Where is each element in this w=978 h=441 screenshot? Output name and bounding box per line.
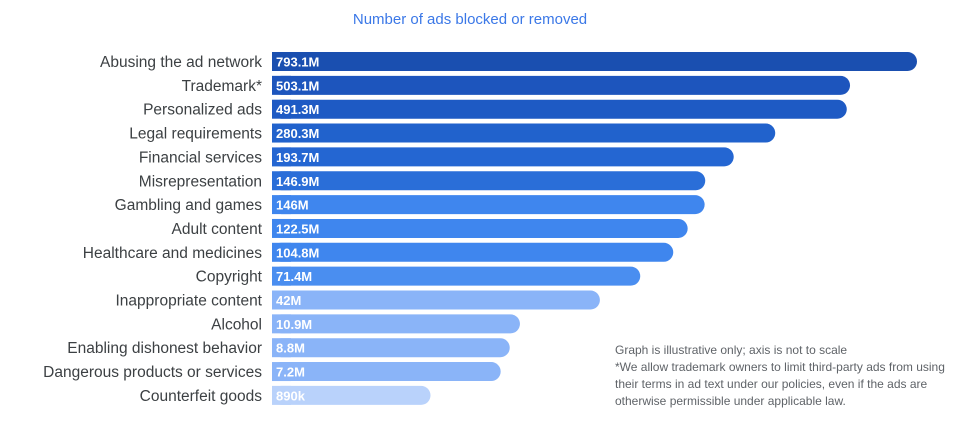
bar-left-edge (272, 338, 291, 358)
bar (272, 242, 674, 262)
bar (272, 171, 706, 191)
chart-title: Number of ads blocked or removed (353, 11, 587, 28)
bar (272, 195, 705, 215)
bar (272, 147, 734, 167)
chart-notes: Graph is illustrative only; axis is not … (615, 342, 960, 410)
category-label: Enabling dishonest behavior (67, 340, 262, 357)
value-label: 122.5M (276, 221, 319, 236)
category-label: Misrepresentation (139, 173, 262, 190)
bar-left-edge (272, 385, 291, 405)
bar (272, 290, 600, 310)
category-label: Healthcare and medicines (83, 245, 262, 262)
value-label: 104.8M (276, 245, 319, 260)
bar-left-edge (272, 99, 291, 119)
category-label: Counterfeit goods (140, 388, 263, 405)
value-label: 146M (276, 198, 309, 213)
bar-left-edge (272, 75, 291, 95)
value-label: 42M (276, 293, 301, 308)
bar (272, 218, 688, 238)
scale-note: Graph is illustrative only; axis is not … (615, 343, 848, 357)
bar-left-edge (272, 362, 291, 382)
category-label: Trademark* (182, 78, 262, 95)
bar-left-edge (272, 266, 291, 286)
bar (272, 123, 776, 143)
bar (272, 338, 510, 358)
category-label: Dangerous products or services (43, 364, 262, 381)
value-label: 890k (276, 388, 306, 403)
value-label: 280.3M (276, 126, 319, 141)
value-label: 491.3M (276, 102, 319, 117)
category-label: Personalized ads (143, 102, 262, 119)
value-label: 8.8M (276, 341, 305, 356)
bar (272, 99, 847, 119)
bar (272, 52, 917, 71)
category-label: Inappropriate content (116, 293, 263, 310)
bar-left-edge (272, 52, 291, 71)
bar-left-edge (272, 290, 291, 310)
bar (272, 75, 851, 95)
value-label: 71.4M (276, 269, 312, 284)
bar-left-edge (272, 314, 291, 334)
category-label: Gambling and games (115, 197, 263, 214)
value-label: 503.1M (276, 78, 319, 93)
bar-left-edge (272, 171, 291, 191)
category-label: Legal requirements (129, 126, 262, 143)
value-label: 7.2M (276, 365, 305, 380)
category-label: Copyright (196, 269, 263, 286)
bar (272, 385, 431, 405)
bar-left-edge (272, 123, 291, 143)
value-label: 10.9M (276, 317, 312, 332)
value-label: 193.7M (276, 150, 319, 165)
value-label: 146.9M (276, 174, 319, 189)
category-label: Abusing the ad network (100, 54, 262, 71)
category-label: Alcohol (211, 316, 262, 333)
bar (272, 362, 501, 382)
value-label: 793.1M (276, 55, 319, 70)
trademark-footnote: *We allow trademark owners to limit thir… (615, 360, 945, 408)
bar-left-edge (272, 218, 291, 238)
bar (272, 266, 641, 286)
category-label: Adult content (172, 221, 263, 238)
bar-left-edge (272, 242, 291, 262)
bar (272, 314, 520, 334)
bars-group: Abusing the ad network 793.1M Trademark* 50… (43, 52, 917, 405)
bar-left-edge (272, 195, 291, 215)
category-label: Financial services (139, 149, 262, 166)
bar-left-edge (272, 147, 291, 167)
